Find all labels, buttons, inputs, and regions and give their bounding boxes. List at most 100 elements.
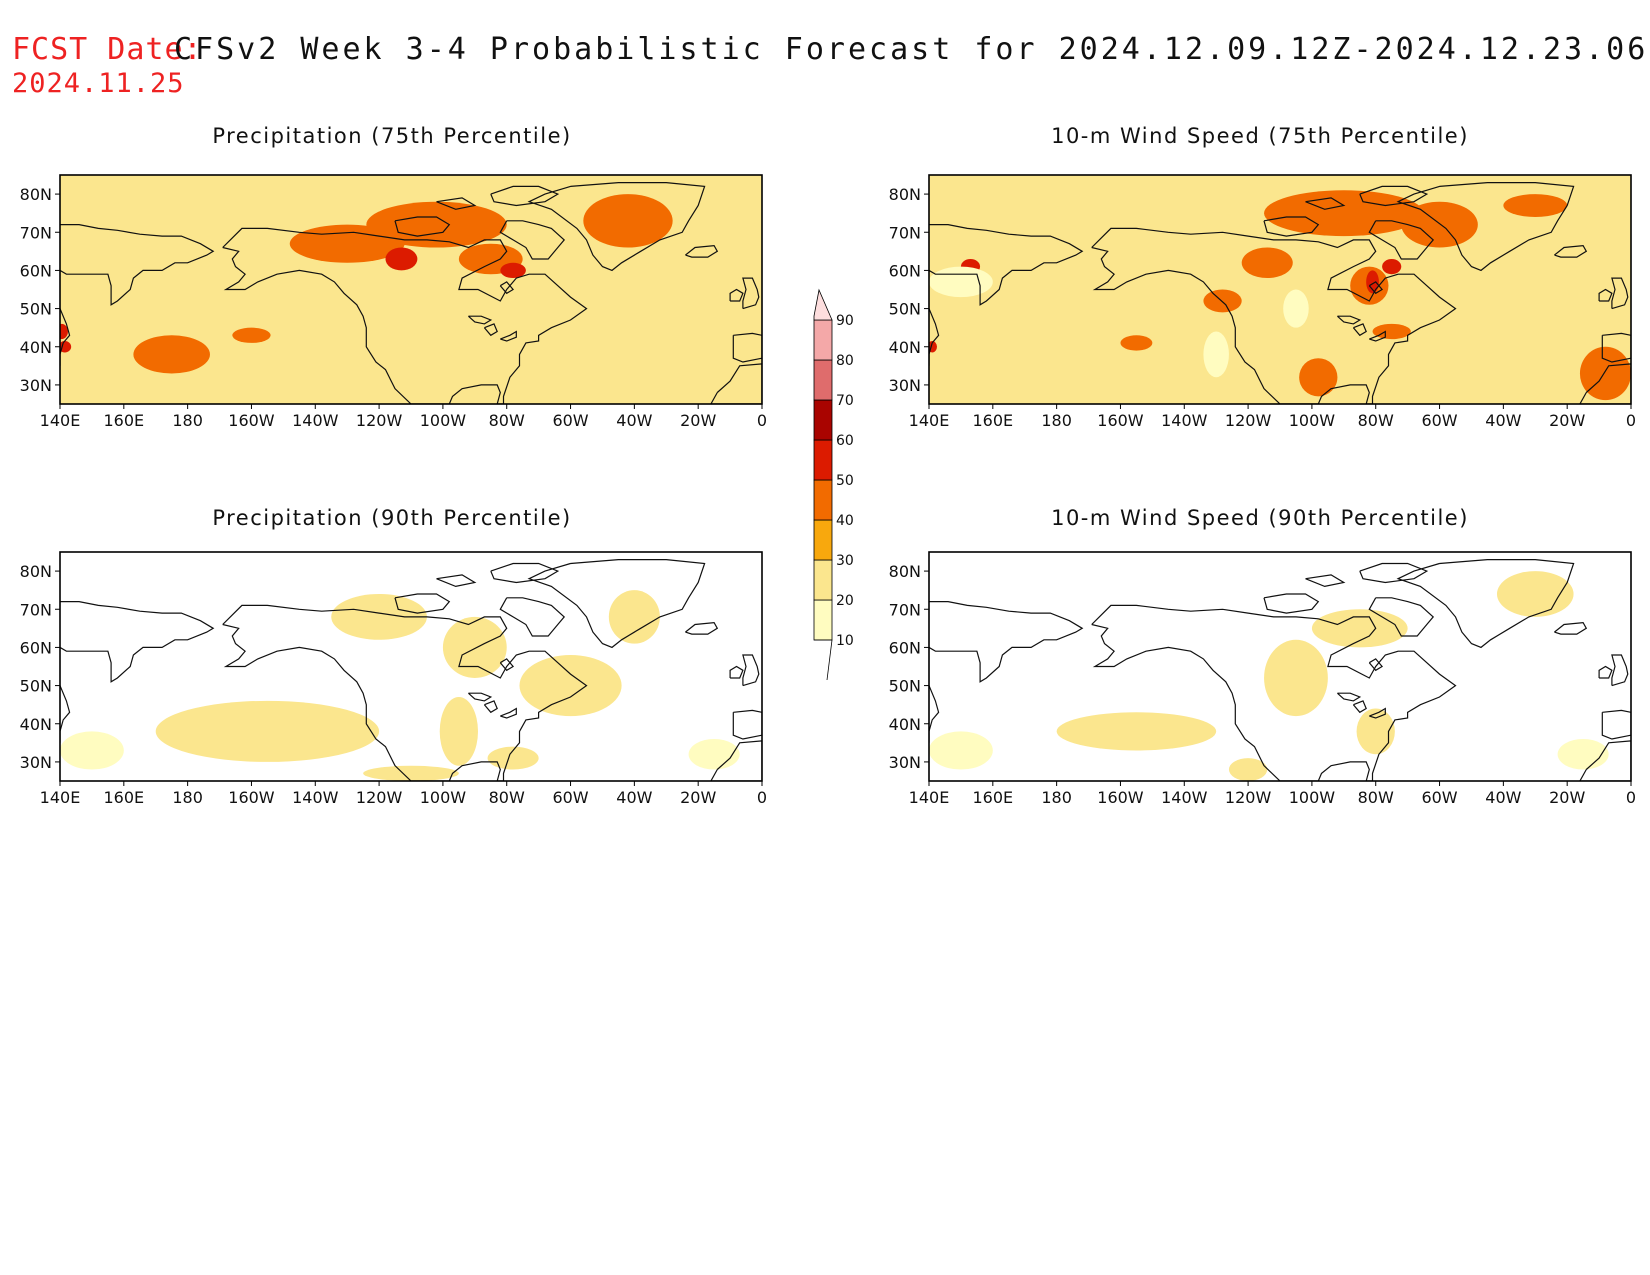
lat-tick-label: 50N: [889, 300, 921, 319]
coastline: [1611, 277, 1629, 310]
lon-tick-label: 60W: [552, 788, 588, 807]
probability-region: [366, 201, 507, 248]
coastline: [1368, 658, 1384, 672]
coastline: [1368, 597, 1435, 637]
coastline: [1369, 707, 1386, 719]
probability-region: [363, 765, 459, 781]
coastline: [60, 685, 71, 743]
map-frame: [59, 174, 763, 405]
probability-region: [1264, 639, 1328, 717]
coastline: [60, 308, 71, 366]
lon-tick-label: 180: [1041, 411, 1072, 430]
probability-region: [1579, 346, 1631, 401]
probability-region: [1401, 201, 1478, 248]
coastline: [1263, 216, 1320, 237]
coastline: [1396, 182, 1575, 272]
lat-tick-label: 80N: [889, 562, 921, 581]
coastline: [468, 315, 493, 325]
coastline: [222, 604, 588, 781]
probability-region: [60, 323, 68, 340]
coastline: [60, 601, 215, 683]
colorbar-segment: [813, 479, 833, 521]
probability-region: [583, 194, 673, 248]
coastline: [527, 182, 706, 272]
probability-region: [1372, 323, 1411, 340]
colorbar-label: 60: [836, 433, 854, 449]
coastline: [1368, 281, 1384, 295]
lon-tick-label: 100W: [420, 788, 467, 807]
map-panel-wind75: 140E 160E 180 160W 140W 120W 100W 80W 60W 40W 20W 0…: [889, 174, 1636, 430]
lon-tick-label: 140E: [40, 411, 81, 430]
coastline: [499, 658, 515, 672]
fcst-date-label: FCST Date:: [12, 32, 203, 67]
lon-tick-label: 140W: [292, 788, 339, 807]
lon-tick-label: 60W: [552, 411, 588, 430]
figure-title: CFSv2 Week 3-4 Probabilistic Forecast fo…: [174, 32, 1650, 67]
lon-tick-label: 0: [1626, 788, 1636, 807]
coastline: [685, 244, 719, 258]
coastline: [1396, 559, 1575, 649]
panel-title-precip90: Precipitation (90th Percentile): [212, 506, 572, 530]
lon-tick-label: 80W: [489, 788, 525, 807]
colorbar-label: 50: [836, 473, 854, 489]
map-frame: [928, 551, 1632, 782]
coastline: [1579, 363, 1631, 404]
lat-tick-label: 30N: [20, 753, 52, 772]
lat-tick-label: 40N: [889, 715, 921, 734]
probability-region: [1557, 739, 1609, 770]
probability-region: [1503, 194, 1568, 217]
colorbar-segment: [813, 439, 833, 481]
colorbar-segment: [813, 359, 833, 401]
probability-region: [1203, 331, 1229, 378]
coastline: [499, 220, 566, 260]
colorbar-label: 30: [836, 553, 854, 569]
lon-tick-label: 160E: [103, 788, 144, 807]
lon-tick-label: 160W: [1097, 411, 1144, 430]
coastline: [929, 224, 1084, 306]
coastline: [685, 621, 719, 635]
lat-tick-label: 80N: [20, 185, 52, 204]
coastline: [483, 323, 498, 337]
panel-title-wind90: 10-m Wind Speed (90th Percentile): [1051, 506, 1469, 530]
coastline: [1579, 740, 1631, 781]
coastline: [1611, 654, 1629, 687]
lon-tick-label: 0: [1626, 411, 1636, 430]
probability-region: [513, 327, 603, 382]
probability-region: [608, 590, 660, 644]
lat-tick-label: 40N: [20, 715, 52, 734]
coastline: [490, 562, 560, 584]
map-frame: [928, 174, 1632, 405]
coastline: [1601, 709, 1631, 740]
colorbar-label: 40: [836, 513, 854, 529]
probability-region: [688, 739, 740, 770]
lat-tick-label: 50N: [20, 677, 52, 696]
panel-title-precip75: Precipitation (75th Percentile): [212, 124, 572, 148]
coastline: [1598, 288, 1613, 302]
coastline: [929, 308, 940, 366]
coastline: [732, 332, 762, 363]
probability-region: [1474, 239, 1564, 286]
lon-tick-label: 140E: [40, 788, 81, 807]
probability-region: [1366, 270, 1379, 294]
coastline: [483, 700, 498, 714]
lon-tick-label: 120W: [1225, 788, 1272, 807]
coastline: [1369, 330, 1386, 342]
colorbar-segment: [813, 319, 833, 361]
lon-tick-label: 180: [1041, 788, 1072, 807]
lat-tick-label: 70N: [889, 223, 921, 242]
colorbar-segment: [813, 559, 833, 601]
probability-region: [155, 700, 380, 762]
coastline: [1352, 323, 1367, 337]
probability-region: [1228, 758, 1268, 781]
probability-region: [232, 327, 271, 343]
coastline: [1352, 700, 1367, 714]
lon-tick-label: 80W: [1358, 788, 1394, 807]
probability-region: [1264, 190, 1424, 237]
coastline: [500, 707, 517, 719]
lon-tick-label: 100W: [1289, 788, 1336, 807]
lon-tick-label: 40W: [616, 788, 652, 807]
coastline: [1091, 227, 1457, 404]
probability-region: [442, 616, 507, 678]
colorbar-segment: [813, 288, 833, 321]
lon-tick-label: 120W: [1225, 411, 1272, 430]
